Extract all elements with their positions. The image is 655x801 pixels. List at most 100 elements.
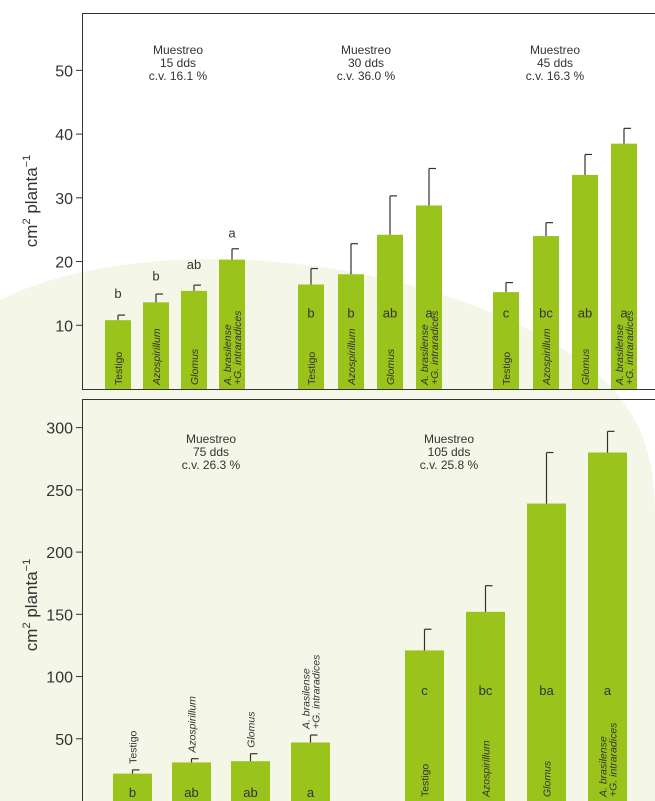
group-annotation: Muestreo bbox=[530, 43, 580, 57]
bar bbox=[405, 650, 444, 801]
bar bbox=[493, 292, 519, 389]
category-label-line: A. brasilense bbox=[598, 736, 610, 798]
significance-letter: ab bbox=[184, 785, 198, 800]
bar bbox=[533, 236, 559, 389]
category-label-line: +G. intraradices bbox=[232, 310, 244, 385]
y-tick-label: 30 bbox=[55, 191, 73, 208]
significance-letter: b bbox=[114, 286, 121, 301]
significance-letter: c bbox=[503, 306, 510, 321]
bar bbox=[527, 503, 566, 801]
category-label: Glomus bbox=[542, 760, 554, 797]
y-tick-label: 250 bbox=[46, 483, 73, 500]
bar bbox=[231, 761, 270, 801]
bar bbox=[113, 773, 152, 801]
y-axis-label: cm2 planta−1 bbox=[21, 559, 41, 651]
bar bbox=[588, 452, 627, 801]
y-label-unit: cm bbox=[22, 225, 41, 248]
category-label: Azospirillum bbox=[541, 328, 553, 386]
significance-letter: bc bbox=[539, 306, 553, 321]
significance-letter: b bbox=[347, 306, 354, 321]
plot-frame bbox=[82, 399, 655, 801]
group-annotation: 15 dds bbox=[160, 56, 196, 70]
y-tick-label: 10 bbox=[55, 318, 73, 335]
significance-letter: a bbox=[425, 306, 433, 321]
y-tick-label: 200 bbox=[46, 545, 73, 562]
bar bbox=[181, 290, 207, 389]
category-label: Testigo bbox=[501, 352, 513, 385]
bar bbox=[219, 259, 245, 389]
bar bbox=[611, 143, 637, 389]
category-label: Testigo bbox=[420, 764, 432, 797]
y-label-word: planta bbox=[22, 571, 41, 623]
bar bbox=[298, 284, 324, 389]
significance-letter: ab bbox=[243, 785, 257, 800]
group-annotation: c.v. 25.8 % bbox=[420, 458, 479, 472]
significance-letter: bc bbox=[479, 683, 493, 698]
significance-letter: ba bbox=[539, 683, 554, 698]
bar bbox=[143, 302, 169, 389]
category-label: Azospirillum bbox=[346, 328, 358, 386]
category-label: Glomus bbox=[189, 348, 201, 385]
bar bbox=[105, 320, 131, 389]
significance-letter: a bbox=[620, 306, 628, 321]
plot-frame bbox=[82, 13, 655, 390]
category-label-line: +G. intraradices bbox=[608, 722, 620, 797]
category-label: Azospirillum bbox=[151, 328, 163, 386]
bar bbox=[377, 234, 403, 389]
category-label-line: +G. intraradices bbox=[624, 310, 636, 385]
y-label-unit: cm bbox=[22, 629, 41, 652]
category-label: Azospirillum bbox=[481, 740, 493, 798]
category-label: Testigo bbox=[306, 352, 318, 385]
category-label-line: A. brasilense bbox=[419, 324, 431, 386]
category-label-line: A. brasilense bbox=[301, 668, 313, 730]
bar bbox=[338, 274, 364, 389]
group-annotation: c.v. 36.0 % bbox=[337, 69, 396, 83]
significance-letter: b bbox=[152, 268, 159, 283]
y-axis-label: cm2 planta−1 bbox=[21, 155, 41, 247]
y-label-sup: 2 bbox=[21, 622, 33, 628]
group-annotation: 105 dds bbox=[428, 445, 471, 459]
category-label-line: A. brasilense bbox=[222, 324, 234, 386]
y-label-sup2: −1 bbox=[21, 155, 33, 168]
category-label: Testigo bbox=[113, 352, 125, 385]
y-label-word: planta bbox=[22, 167, 41, 219]
category-label: A. brasilense+G. intraradices bbox=[301, 654, 323, 730]
category-label-line: +G. intraradices bbox=[311, 654, 323, 729]
category-label: Glomus bbox=[246, 711, 258, 748]
bar bbox=[466, 611, 505, 801]
category-label: Glomus bbox=[385, 348, 397, 385]
group-annotation: c.v. 26.3 % bbox=[182, 458, 241, 472]
category-label: Glomus bbox=[580, 348, 592, 385]
group-annotation: Muestreo bbox=[186, 432, 236, 446]
y-label-sup: 2 bbox=[21, 218, 33, 224]
y-tick-label: 300 bbox=[46, 421, 73, 438]
group-annotation: Muestreo bbox=[424, 432, 474, 446]
bar bbox=[416, 205, 442, 389]
group-annotation: 75 dds bbox=[193, 445, 229, 459]
category-label-line: +G. intraradices bbox=[429, 310, 441, 385]
bar bbox=[172, 762, 211, 801]
group-annotation: 30 dds bbox=[348, 56, 384, 70]
y-tick-label: 100 bbox=[46, 670, 73, 687]
significance-letter: ab bbox=[578, 306, 592, 321]
significance-letter: a bbox=[228, 226, 236, 241]
group-annotation: c.v. 16.3 % bbox=[526, 69, 585, 83]
category-label: A. brasilense+G. intraradices bbox=[614, 310, 636, 386]
category-label: A. brasilense+G. intraradices bbox=[598, 722, 620, 798]
significance-letter: ab bbox=[187, 257, 201, 272]
group-annotation: c.v. 16.1 % bbox=[149, 69, 208, 83]
category-label: A. brasilense+G. intraradices bbox=[222, 310, 244, 386]
y-tick-label: 20 bbox=[55, 255, 73, 272]
significance-letter: a bbox=[604, 683, 612, 698]
significance-letter: ab bbox=[383, 306, 397, 321]
y-tick-label: 150 bbox=[46, 607, 73, 624]
category-label: Testigo bbox=[128, 730, 140, 763]
y-tick-label: 40 bbox=[55, 127, 73, 144]
bar bbox=[291, 742, 330, 801]
category-label: Azospirillum bbox=[187, 696, 199, 754]
significance-letter: b bbox=[129, 785, 136, 800]
group-annotation: Muestreo bbox=[341, 43, 391, 57]
